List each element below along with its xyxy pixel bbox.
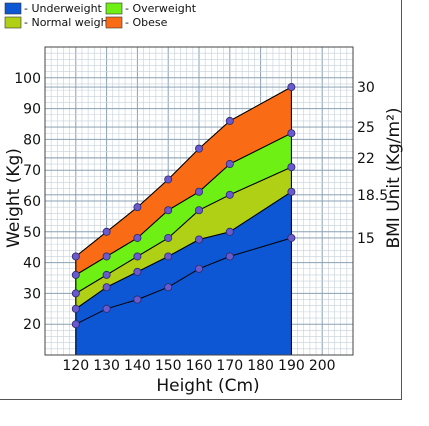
data-point	[71, 270, 80, 279]
data-point	[194, 264, 203, 273]
x-tick-labels: 120 130 140 150 160 170 180 190 200	[62, 358, 335, 374]
y-tick-label: 100	[14, 71, 41, 87]
legend-swatch-underweight	[4, 2, 22, 15]
y-tick-label: 30	[23, 286, 41, 302]
data-point	[133, 233, 142, 242]
x-tick-label: 190	[278, 358, 305, 374]
data-point	[71, 320, 80, 329]
data-point	[71, 252, 80, 261]
data-point	[164, 175, 173, 184]
data-point	[102, 227, 111, 236]
data-point	[71, 304, 80, 313]
data-point	[133, 267, 142, 276]
legend-label-overweight: - Overweight	[125, 2, 197, 15]
y2-tick-label: 18.5	[357, 188, 388, 204]
data-point	[287, 83, 296, 92]
x-tick-label: 170	[216, 358, 243, 374]
data-markers	[71, 83, 296, 329]
data-point	[287, 163, 296, 172]
y-tick-label: 80	[23, 132, 41, 148]
data-point	[225, 190, 234, 199]
data-point	[164, 233, 173, 242]
data-point	[164, 206, 173, 215]
y2-axis-label: BMI Unit (Kg/m²)	[384, 107, 404, 248]
data-point	[102, 283, 111, 292]
x-tick-label: 120	[62, 358, 89, 374]
y2-tick-label: 25	[357, 120, 375, 136]
x-tick-label: 180	[247, 358, 274, 374]
area-series	[75, 86, 292, 356]
data-point	[164, 283, 173, 292]
y-tick-label: 20	[23, 317, 41, 333]
legend-label-obese: - Obese	[125, 16, 168, 29]
data-point	[102, 270, 111, 279]
data-point	[133, 295, 142, 304]
data-point	[287, 187, 296, 196]
y2-tick-label: 15	[357, 231, 375, 247]
y2-tick-label: 22	[357, 151, 375, 167]
y-tick-labels: 20 30 40 50 60 70 80 90 100	[14, 71, 41, 333]
data-point	[225, 227, 234, 236]
y-tick-label: 60	[23, 194, 41, 210]
y-tick-label: 70	[23, 163, 41, 179]
y-tick-label: 90	[23, 102, 41, 118]
data-point	[225, 252, 234, 261]
data-point	[71, 289, 80, 298]
chart-frame	[0, 0, 402, 400]
x-tick-label: 130	[93, 358, 120, 374]
legend: - Underweight - Overweight - Normal weig…	[4, 2, 197, 29]
data-point	[164, 252, 173, 261]
y2-tick-label: 30	[357, 80, 375, 96]
data-point	[194, 206, 203, 215]
legend-swatch-normal	[4, 16, 22, 29]
x-tick-label: 140	[124, 358, 151, 374]
y-tick-label: 50	[23, 225, 41, 241]
data-point	[102, 252, 111, 261]
data-point	[133, 252, 142, 261]
legend-swatch-obese	[105, 16, 123, 29]
data-point	[194, 144, 203, 153]
x-tick-label: 150	[155, 358, 182, 374]
legend-label-underweight: - Underweight	[24, 2, 103, 15]
data-point	[287, 129, 296, 138]
data-point	[225, 116, 234, 125]
data-point	[102, 304, 111, 313]
y-axis-label: Weight (Kg)	[4, 148, 24, 248]
data-point	[133, 203, 142, 212]
x-axis-label: Height (Cm)	[156, 376, 259, 396]
data-point	[194, 235, 203, 244]
data-point	[287, 233, 296, 242]
x-tick-label: 160	[186, 358, 213, 374]
y-tick-label: 40	[23, 256, 41, 272]
data-point	[225, 160, 234, 169]
plot-border	[44, 46, 354, 356]
data-point	[194, 187, 203, 196]
legend-label-normal: - Normal weight	[24, 16, 113, 29]
legend-swatch-overweight	[105, 2, 123, 15]
x-tick-label: 200	[309, 358, 336, 374]
y2-tick-labels: 30 25 22 18.5 15	[357, 80, 388, 247]
